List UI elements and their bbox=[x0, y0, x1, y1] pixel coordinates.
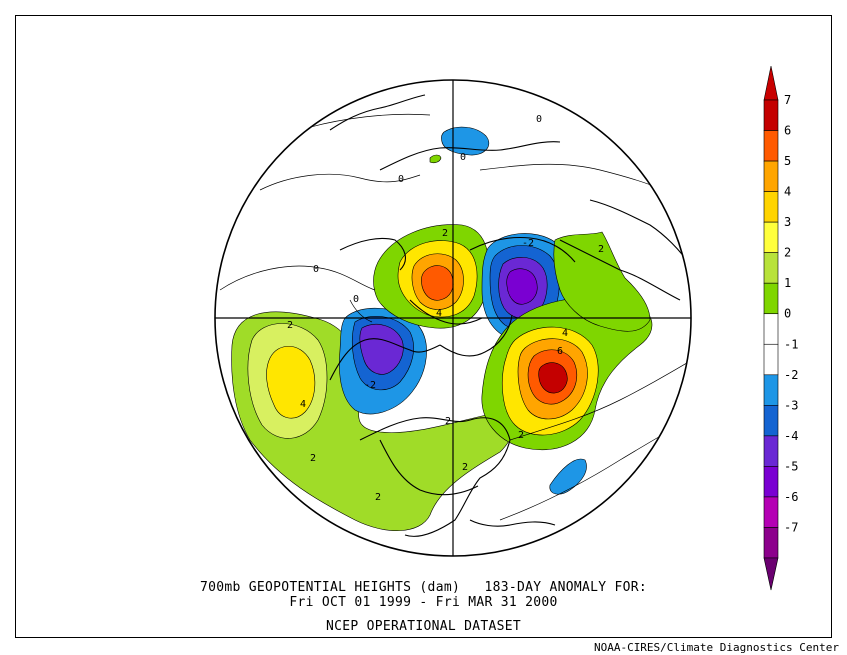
colorbar-swatch bbox=[763, 191, 779, 223]
europe-low-4 bbox=[506, 268, 538, 305]
colorbar-tick-label: 0 bbox=[784, 307, 791, 321]
colorbar-swatch bbox=[763, 313, 779, 345]
colorbar-swatch bbox=[763, 466, 779, 498]
colorbar-tick-label: -4 bbox=[784, 429, 798, 443]
contour-label: 0 bbox=[313, 264, 319, 275]
colorbar-tick-label: 7 bbox=[784, 93, 791, 107]
colorbar-tick-label: -3 bbox=[784, 398, 798, 412]
contour-label: 2 bbox=[310, 453, 316, 464]
siberia-high-4 bbox=[421, 265, 454, 301]
pacific-high-4 bbox=[266, 345, 316, 419]
colorbar-top-arrow bbox=[763, 65, 779, 101]
alaska-low-3 bbox=[359, 324, 404, 375]
contour-label: 0 bbox=[398, 174, 404, 185]
plot-frame bbox=[15, 15, 832, 638]
colorbar-tick-label: -5 bbox=[784, 459, 798, 473]
hemisphere-boundary bbox=[214, 79, 692, 557]
colorbar: 7 6 5 4 3 2 1 0 -1 -2 -3 -4 -5 -6 -7 bbox=[763, 65, 798, 591]
colorbar-tick-label: -7 bbox=[784, 520, 798, 534]
colorbar-swatch bbox=[763, 435, 779, 467]
contour-label: 4 bbox=[300, 399, 306, 410]
contour-label: 0 bbox=[353, 294, 359, 305]
credit-label: NOAA-CIRES/Climate Diagnostics Center bbox=[593, 641, 839, 654]
contour-label: 2 bbox=[445, 416, 451, 427]
colorbar-swatch bbox=[763, 130, 779, 162]
eurasia-green bbox=[553, 231, 651, 332]
colorbar-swatch bbox=[763, 496, 779, 528]
colorbar-swatch bbox=[763, 160, 779, 192]
colorbar-swatch bbox=[763, 221, 779, 253]
colorbar-tick-label: 1 bbox=[784, 276, 791, 290]
colorbar-tick-label: 4 bbox=[784, 185, 791, 199]
arctic-blue-patch bbox=[441, 126, 490, 156]
contour-label: 2 bbox=[598, 244, 604, 255]
dataset-label: NCEP OPERATIONAL DATASET bbox=[325, 619, 522, 634]
contour-label: 2 bbox=[442, 228, 448, 239]
contour-label: 0 bbox=[536, 114, 542, 125]
colorbar-bottom-arrow bbox=[763, 557, 779, 591]
title-line-2: Fri OCT 01 1999 - Fri MAR 31 2000 bbox=[289, 595, 558, 610]
small-green-patch bbox=[429, 154, 442, 164]
colorbar-tick-label: -6 bbox=[784, 490, 798, 504]
coastlines bbox=[329, 89, 691, 537]
colorbar-tick-label: -2 bbox=[784, 368, 798, 382]
title-line-1: 700mb GEOPOTENTIAL HEIGHTS (dam) 183-DAY… bbox=[200, 580, 647, 595]
colorbar-tick-label: 5 bbox=[784, 154, 791, 168]
contour-label: 2 bbox=[375, 492, 381, 503]
contour-label: 4 bbox=[562, 328, 568, 339]
atlantic-blue-patch bbox=[549, 458, 587, 495]
colorbar-tick-label: 2 bbox=[784, 246, 791, 260]
colorbar-swatch bbox=[763, 374, 779, 406]
colorbar-swatch bbox=[763, 405, 779, 437]
contour-label: -2 bbox=[364, 380, 376, 391]
colorbar-swatch bbox=[763, 527, 779, 559]
colorbar-tick-label: 3 bbox=[784, 215, 791, 229]
contour-label: 2 bbox=[462, 462, 468, 473]
contour-label: 6 bbox=[557, 346, 563, 357]
filled-contours bbox=[215, 80, 691, 556]
contour-label: -2 bbox=[522, 238, 534, 249]
colorbar-swatch bbox=[763, 282, 779, 315]
contour-label: 2 bbox=[287, 320, 293, 331]
contour-label: 2 bbox=[518, 430, 524, 441]
colorbar-tick-label: 6 bbox=[784, 124, 791, 138]
colorbar-tick-label: -1 bbox=[784, 337, 798, 351]
contour-label: 0 bbox=[460, 152, 466, 163]
map-axes bbox=[215, 80, 691, 556]
contour-label-group: 0 0 0 0 0 2 4 2 -2 2 4 2 -2 6 4 2 2 2 2 bbox=[287, 114, 604, 503]
colorbar-swatch bbox=[763, 343, 779, 376]
colorbar-swatch bbox=[763, 99, 779, 131]
atlantic-high-core bbox=[538, 362, 568, 394]
contour-label: 4 bbox=[436, 308, 442, 319]
colorbar-swatch bbox=[763, 252, 779, 284]
